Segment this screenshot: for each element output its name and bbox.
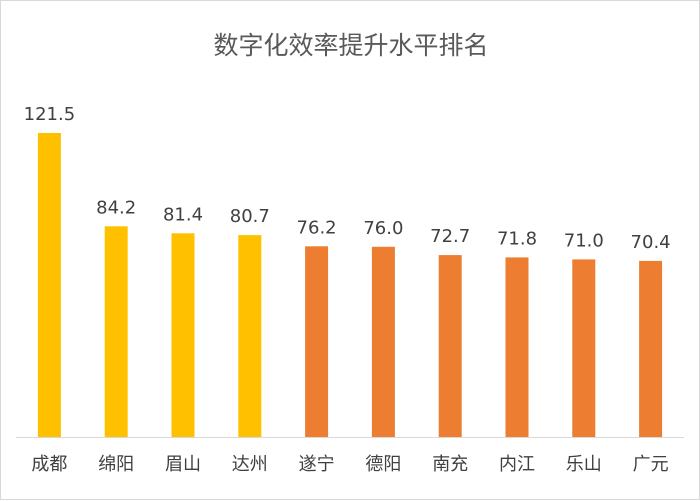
x-tick-label-8: 内江	[499, 454, 535, 475]
data-label-7: 72.7	[430, 226, 470, 247]
bar-3	[171, 233, 195, 437]
data-label-4: 80.7	[230, 206, 270, 227]
value-labels-group: 121.5 84.2 81.4 80.7 76.2 76.0 72.7 71.8 71.0 70.…	[24, 104, 671, 253]
bar-4	[238, 235, 262, 437]
x-tick-label-5: 遂宁	[299, 454, 335, 475]
x-tick-label-9: 乐山	[566, 454, 602, 475]
bars-group	[37, 133, 663, 437]
data-label-3: 81.4	[163, 204, 203, 225]
data-label-8: 71.8	[497, 228, 537, 249]
bar-5	[305, 246, 329, 437]
bar-8	[505, 257, 529, 437]
x-tick-label-2: 绵阳	[98, 454, 134, 475]
bar-10	[639, 260, 663, 437]
x-tick-label-6: 德阳	[365, 454, 401, 475]
data-label-2: 84.2	[96, 197, 136, 218]
bar-9	[572, 259, 596, 437]
tick-labels-group: 成都 绵阳 眉山 达州 遂宁 德阳 南充 内江 乐山 广元	[31, 454, 668, 475]
x-tick-label-7: 南充	[432, 454, 468, 475]
data-label-6: 76.0	[363, 218, 403, 239]
data-label-10: 70.4	[631, 232, 671, 253]
data-label-1: 121.5	[24, 104, 76, 125]
x-tick-label-3: 眉山	[165, 454, 201, 475]
x-tick-label-10: 广元	[633, 454, 669, 475]
x-tick-label-1: 成都	[31, 454, 67, 475]
bar-6	[371, 246, 395, 437]
bar-7	[438, 255, 462, 437]
chart-title: 数字化效率提升水平排名	[213, 31, 488, 60]
x-tick-label-4: 达州	[232, 454, 268, 475]
data-label-5: 76.2	[297, 217, 337, 238]
bar-2	[104, 226, 128, 437]
bar-1	[37, 133, 61, 437]
data-label-9: 71.0	[564, 230, 604, 251]
